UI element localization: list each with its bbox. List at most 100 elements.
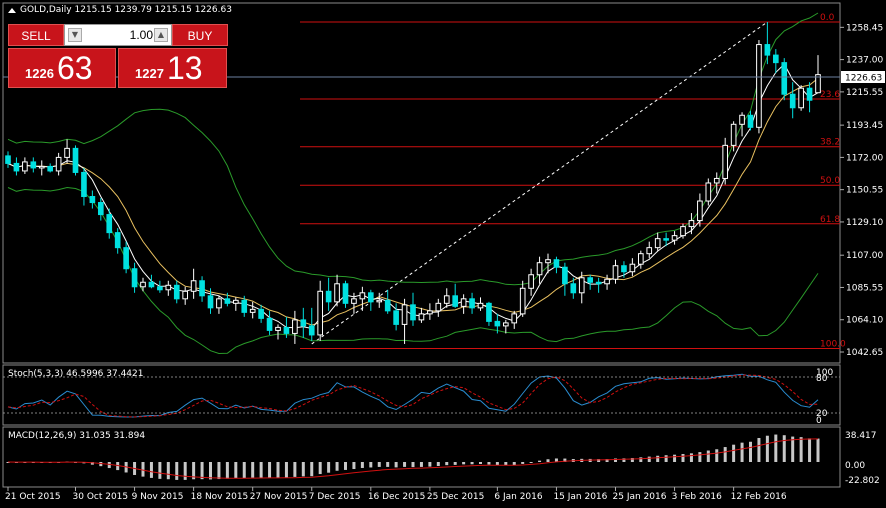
time-tick-label: 25 Jan 2016 [613, 492, 667, 502]
candle-body [182, 290, 189, 300]
lot-decrease-icon[interactable]: ▼ [68, 28, 82, 42]
stoch-axis-100: 100 [816, 368, 833, 378]
candle-body [351, 298, 357, 304]
current-price-tag [841, 71, 885, 83]
macd-bar [723, 447, 727, 462]
macd-bar [808, 438, 812, 462]
candle-body [545, 259, 551, 264]
one-click-trading-panel: SELL ▼ ▲ BUY 1226 63 1227 13 [8, 24, 228, 88]
macd-bar [664, 455, 668, 462]
lot-size-input[interactable] [85, 27, 153, 43]
macd-bar [90, 462, 94, 465]
candle-body [258, 308, 264, 319]
macd-bar [614, 458, 617, 462]
macd-bar [538, 460, 542, 462]
macd-bar [563, 458, 567, 462]
candle-body [131, 268, 138, 288]
buy-price-box[interactable]: 1227 13 [118, 48, 227, 88]
macd-bar [335, 462, 339, 471]
lot-increase-icon[interactable]: ▲ [154, 28, 168, 42]
candle-body [216, 298, 222, 309]
macd-bar [462, 462, 466, 465]
candle-body [739, 114, 745, 125]
candle-body [486, 302, 492, 322]
macd-bar [554, 458, 558, 462]
candle-body [756, 44, 762, 128]
macd-bar [622, 458, 626, 462]
macd-bar [234, 462, 238, 479]
candle-body [528, 274, 534, 289]
stoch-axis-80: 80 [816, 374, 828, 384]
macd-bar [740, 442, 744, 462]
fib-level-label: 23.6 [820, 90, 840, 100]
candle-body [232, 299, 239, 304]
candle-body [460, 298, 467, 307]
candle-body [621, 265, 627, 273]
sell-price-box[interactable]: 1226 63 [8, 48, 116, 88]
macd-bar [403, 462, 407, 467]
candle-body [64, 147, 70, 158]
time-axis: 21 Oct 2015 30 Oct 2015 9 Nov 2015 18 Nov 2… [5, 487, 787, 502]
price-tick-label: 1237.00 [846, 56, 883, 66]
macd-bar [318, 462, 322, 475]
macd-bar [605, 459, 609, 462]
candle-body [106, 214, 113, 234]
macd-bar [394, 462, 398, 468]
price-tick-label: 1129.10 [846, 218, 883, 228]
buy-button[interactable]: BUY [172, 24, 228, 46]
candle-body [173, 284, 180, 300]
candlesticks [5, 22, 821, 344]
lot-size-stepper[interactable]: ▼ ▲ [64, 24, 172, 46]
fib-level-label: 0.0 [820, 13, 835, 23]
macd-axis-bottom: -22.802 [845, 476, 880, 486]
time-tick-label: 6 Jan 2016 [494, 492, 542, 502]
macd-bar [529, 462, 533, 463]
time-tick-label: 16 Dec 2015 [368, 492, 426, 502]
time-tick-label: 9 Nov 2015 [132, 492, 184, 502]
time-tick-label: 7 Dec 2015 [309, 492, 361, 502]
candle-body [114, 232, 121, 249]
candle-body [730, 123, 737, 146]
buy-price-prefix: 1227 [135, 66, 164, 81]
fib-level-label: 100.0 [820, 339, 846, 349]
time-tick-label: 3 Feb 2016 [672, 492, 723, 502]
candle-body [536, 262, 543, 276]
macd-bar [192, 462, 196, 480]
macd-bar [487, 462, 491, 465]
macd-bar [749, 441, 752, 462]
macd-bar [656, 455, 660, 462]
candle-body [570, 283, 577, 294]
macd-bar [116, 462, 120, 471]
collapse-triangle-icon[interactable] [8, 8, 16, 13]
sell-price-prefix: 1226 [25, 66, 54, 81]
candle-body [511, 313, 518, 324]
price-tick-label: 1042.65 [846, 348, 883, 358]
candle-body [97, 202, 104, 216]
macd-bar [436, 462, 440, 466]
macd-bar [597, 459, 601, 462]
sell-button[interactable]: SELL [8, 24, 64, 46]
macd-bar [495, 462, 499, 466]
candle-body [654, 238, 661, 249]
candle-body [410, 304, 416, 321]
macd-bar [369, 462, 373, 468]
macd-bar [765, 435, 769, 462]
macd-bar [419, 462, 423, 467]
candle-body [671, 235, 678, 241]
macd-bar [183, 462, 187, 480]
time-tick-label: 21 Oct 2015 [5, 492, 61, 502]
macd-bar [639, 457, 643, 462]
candle-body [148, 281, 155, 288]
macd-bar [428, 462, 432, 467]
macd-bar [546, 459, 550, 462]
time-tick-label: 18 Nov 2015 [191, 492, 249, 502]
stoch-panel[interactable] [2, 364, 841, 426]
macd-bar [816, 438, 820, 462]
macd-bar [377, 462, 381, 467]
candle-body [629, 263, 636, 273]
macd-bar [681, 454, 685, 462]
candle-body [502, 322, 509, 327]
candle-body [477, 302, 484, 309]
candle-body [519, 287, 526, 315]
